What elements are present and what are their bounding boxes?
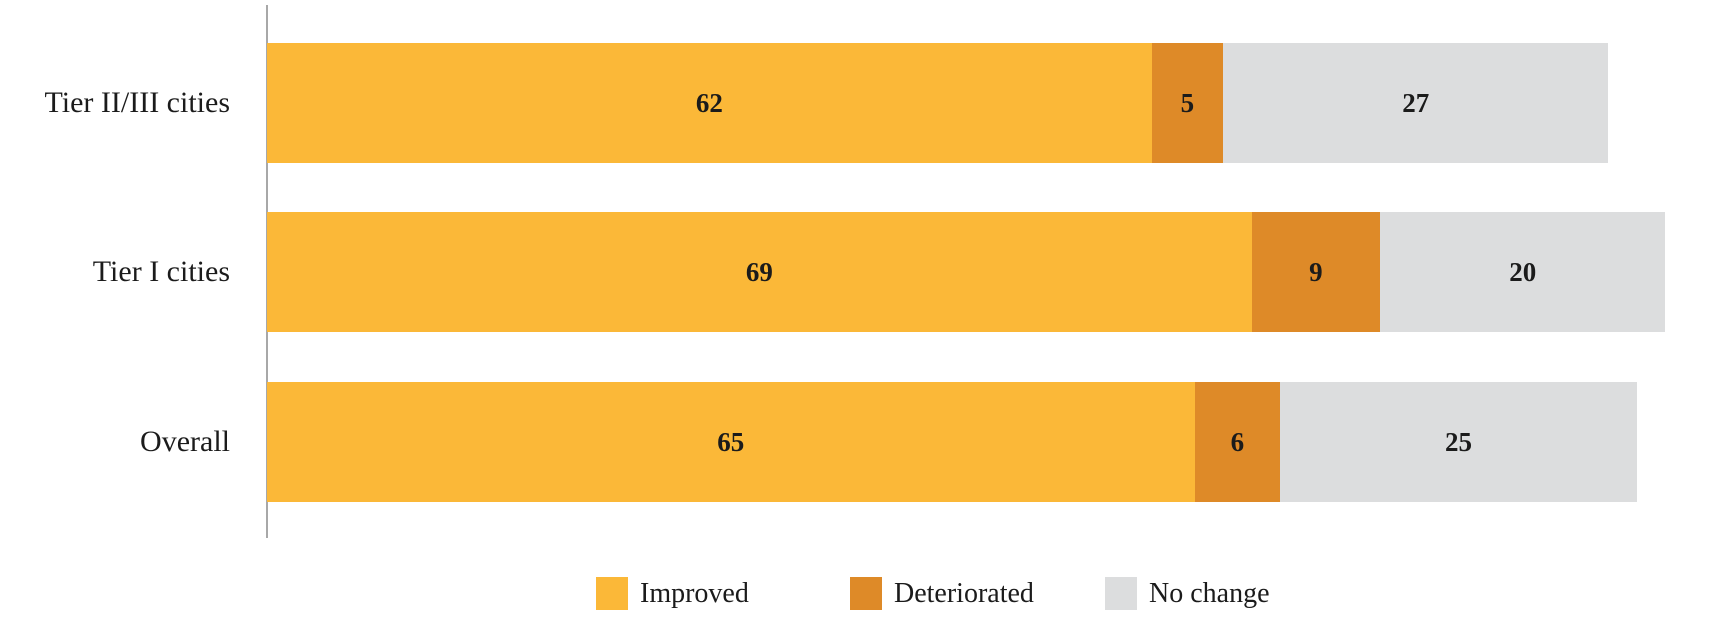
bar-segment-deteriorated-tier-ii-iii-cities: 5 — [1151, 43, 1224, 163]
segment-value-label: 69 — [745, 256, 773, 287]
segment-value-label: 25 — [1445, 426, 1473, 457]
category-label-tier-i-cities: Tier I cities — [92, 255, 230, 288]
bar-segment-no-change-tier-ii-iii-cities: 27 — [1223, 43, 1609, 163]
legend-swatch-deteriorated — [850, 577, 882, 610]
segment-value-label: 65 — [717, 426, 745, 457]
legend-label-improved: Improved — [640, 578, 749, 609]
bar-segment-improved-tier-ii-iii-cities: 62 — [267, 43, 1152, 163]
segment-value-label: 27 — [1402, 87, 1430, 118]
bar-segment-no-change-overall: 25 — [1280, 382, 1637, 502]
legend-swatch-improved — [596, 577, 628, 610]
bar-segment-deteriorated-tier-i-cities: 9 — [1251, 212, 1381, 332]
segment-value-label: 6 — [1230, 426, 1245, 457]
bar-segment-improved-tier-i-cities: 69 — [267, 212, 1252, 332]
bar-row-overall: Overall 65 6 25 — [0, 382, 1717, 502]
segment-value-label: 20 — [1509, 256, 1537, 287]
legend-swatch-no-change — [1105, 577, 1137, 610]
segment-value-label: 62 — [695, 87, 723, 118]
bar-segment-deteriorated-overall: 6 — [1194, 382, 1281, 502]
segment-value-label: 5 — [1180, 87, 1195, 118]
bar-segment-no-change-tier-i-cities: 20 — [1380, 212, 1666, 332]
bar-row-tier-i-cities: Tier I cities 69 9 20 — [0, 212, 1717, 332]
legend-item-no-change: No change — [1105, 577, 1270, 610]
bar-segment-improved-overall: 65 — [267, 382, 1195, 502]
bar-row-tier-ii-iii-cities: Tier II/III cities 62 5 27 — [0, 43, 1717, 163]
legend-label-no-change: No change — [1149, 578, 1270, 609]
category-label-overall: Overall — [140, 425, 230, 458]
legend-label-deteriorated: Deteriorated — [894, 578, 1034, 609]
category-label-tier-ii-iii-cities: Tier II/III cities — [44, 86, 230, 119]
segment-value-label: 9 — [1309, 256, 1323, 287]
legend-item-improved: Improved — [596, 577, 749, 610]
legend-item-deteriorated: Deteriorated — [850, 577, 1034, 610]
